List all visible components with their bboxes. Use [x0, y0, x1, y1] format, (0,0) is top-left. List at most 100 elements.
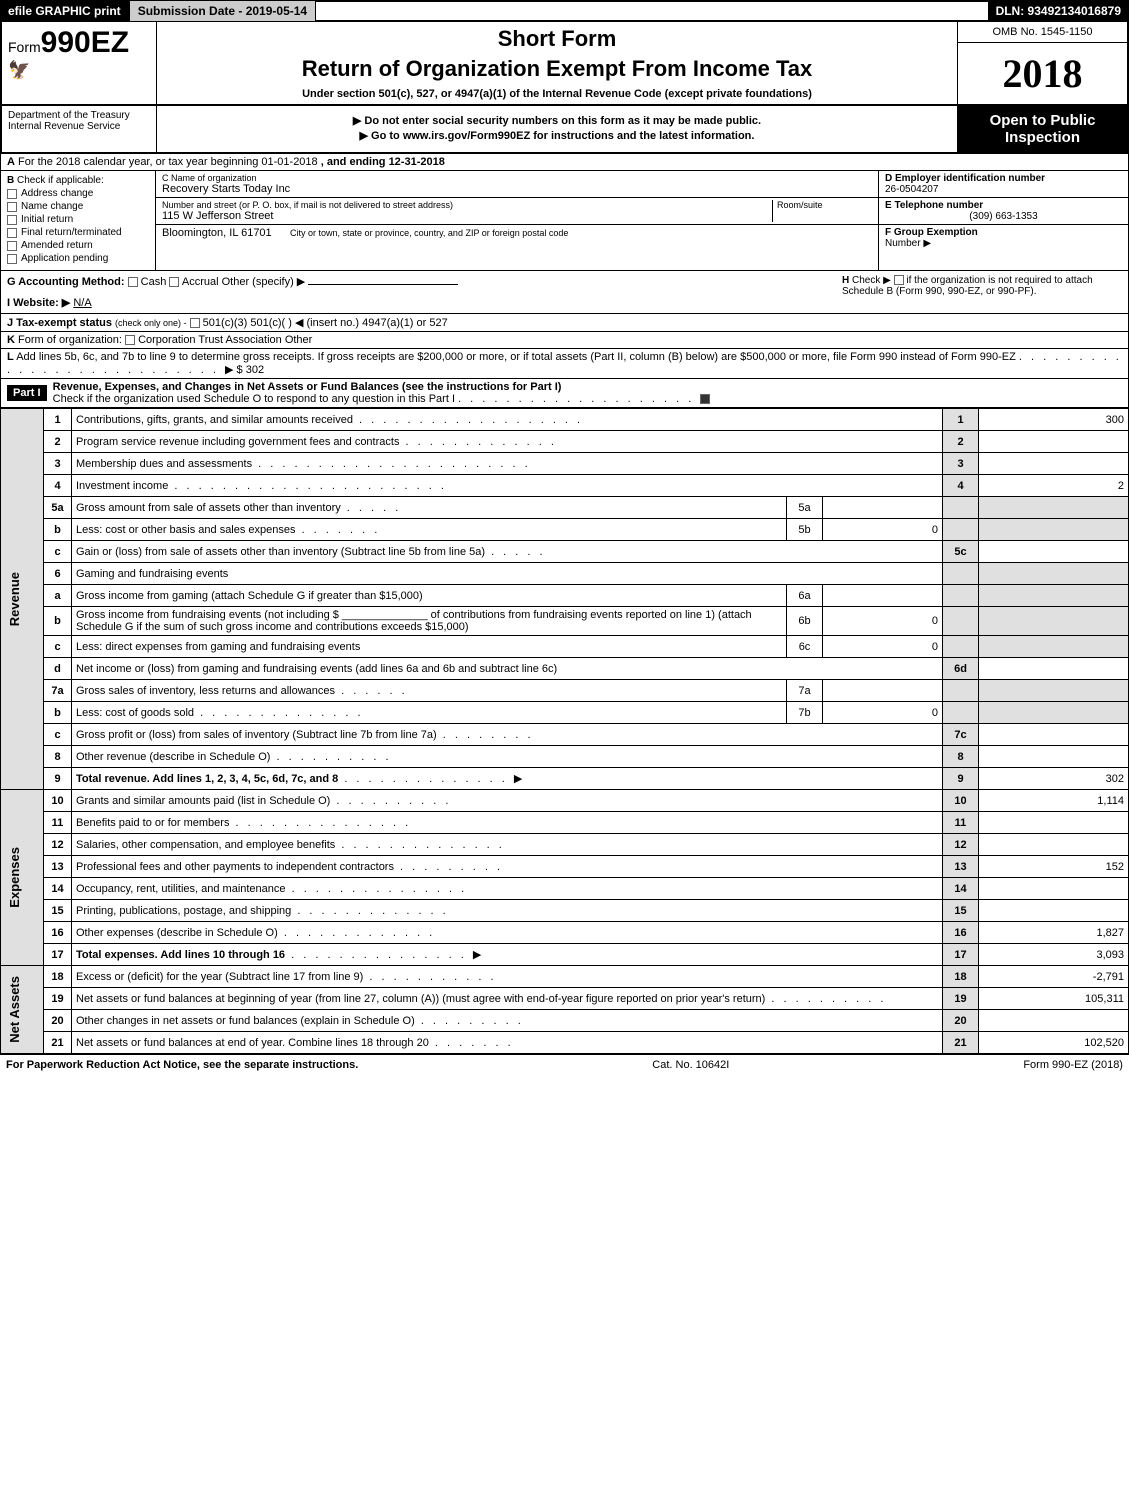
table-row: c Gross profit or (loss) from sales of i…: [1, 724, 1129, 746]
table-row: 15 Printing, publications, postage, and …: [1, 900, 1129, 922]
irs-label: Internal Revenue Service: [8, 121, 150, 132]
row-rnum-shade: [943, 585, 979, 607]
table-row: 9 Total revenue. Add lines 1, 2, 3, 4, 5…: [1, 768, 1129, 790]
row-rnum: 18: [943, 966, 979, 988]
f-label2: Number ▶: [885, 238, 1122, 249]
row-desc: Occupancy, rent, utilities, and maintena…: [72, 878, 943, 900]
table-row: 6 Gaming and fundraising events: [1, 563, 1129, 585]
box-b: B Check if applicable: Address change Na…: [1, 171, 156, 270]
ein-cell: D Employer identification number 26-0504…: [879, 171, 1128, 198]
header-row2: Department of the Treasury Internal Reve…: [0, 106, 1129, 154]
row-desc: Gaming and fundraising events: [72, 563, 943, 585]
table-row: 5a Gross amount from sale of assets othe…: [1, 497, 1129, 519]
sub-val: 0: [823, 702, 943, 724]
row-rnum: 13: [943, 856, 979, 878]
line-a-text: For the 2018 calendar year, or tax year …: [18, 156, 318, 168]
inspection-label: Inspection: [964, 129, 1121, 146]
row-rnum-shade: [943, 702, 979, 724]
footer-right: Form 990-EZ (2018): [1023, 1059, 1123, 1071]
org-name-row: C Name of organization Recovery Starts T…: [156, 171, 878, 198]
revenue-section: Revenue: [1, 409, 44, 790]
checkbox-icon[interactable]: [128, 277, 138, 287]
row-num: 21: [44, 1032, 72, 1054]
row-rnum: 14: [943, 878, 979, 900]
j-opts: 501(c)(3) 501(c)( ) ◀ (insert no.) 4947(…: [203, 317, 448, 329]
row-desc: Grants and similar amounts paid (list in…: [72, 790, 943, 812]
cb-label: Name change: [21, 201, 83, 212]
checkbox-icon[interactable]: [894, 275, 904, 285]
header-right: OMB No. 1545-1150 2018: [957, 22, 1127, 104]
table-row: b Gross income from fundraising events (…: [1, 607, 1129, 636]
row-desc: Contributions, gifts, grants, and simila…: [72, 409, 943, 431]
lines-table: Revenue 1 Contributions, gifts, grants, …: [0, 408, 1129, 1054]
line-a-prefix: A: [7, 156, 15, 168]
row-rval: [979, 900, 1129, 922]
row-num: 5a: [44, 497, 72, 519]
omb-number: OMB No. 1545-1150: [958, 22, 1127, 43]
table-row: 12 Salaries, other compensation, and emp…: [1, 834, 1129, 856]
checkbox-checked-icon[interactable]: [700, 394, 710, 404]
box-b-label: B: [7, 175, 14, 186]
table-row: 20 Other changes in net assets or fund b…: [1, 1010, 1129, 1032]
row-rnum: 1: [943, 409, 979, 431]
cb-address-change[interactable]: Address change: [7, 188, 149, 199]
cb-pending[interactable]: Application pending: [7, 253, 149, 264]
row-num: 12: [44, 834, 72, 856]
section-g-left: G Accounting Method: Cash Accrual Other …: [7, 275, 842, 309]
row-num: 20: [44, 1010, 72, 1032]
row-desc: Salaries, other compensation, and employ…: [72, 834, 943, 856]
j-text: (check only one) -: [115, 318, 187, 328]
sub-col: 5a: [787, 497, 823, 519]
addr-row: Number and street (or P. O. box, if mail…: [156, 198, 878, 225]
table-row: Expenses 10 Grants and similar amounts p…: [1, 790, 1129, 812]
line-l: L Add lines 5b, 6c, and 7b to line 9 to …: [0, 349, 1129, 379]
table-row: 16 Other expenses (describe in Schedule …: [1, 922, 1129, 944]
row-desc: Investment income . . . . . . . . . . . …: [72, 475, 943, 497]
row-desc: Other changes in net assets or fund bala…: [72, 1010, 943, 1032]
sub-col: 7a: [787, 680, 823, 702]
row-rnum: 11: [943, 812, 979, 834]
row-rval-shade: [979, 680, 1129, 702]
l-label: L: [7, 351, 14, 363]
phone-cell: E Telephone number (309) 663-1353: [879, 198, 1128, 225]
row-rval: [979, 1010, 1129, 1032]
row-rval: [979, 746, 1129, 768]
table-row: c Less: direct expenses from gaming and …: [1, 636, 1129, 658]
part1-header: Part I Revenue, Expenses, and Changes in…: [0, 379, 1129, 408]
room-label: Room/suite: [777, 200, 872, 210]
cb-name-change[interactable]: Name change: [7, 201, 149, 212]
tax-year: 2018: [958, 43, 1127, 104]
row-num: b: [44, 702, 72, 724]
row-num: a: [44, 585, 72, 607]
row-rval-shade: [979, 497, 1129, 519]
sub-val: 0: [823, 607, 943, 636]
row-rnum-shade: [943, 563, 979, 585]
cb-amended[interactable]: Amended return: [7, 240, 149, 251]
row-num: d: [44, 658, 72, 680]
row-rval: [979, 658, 1129, 680]
addr-label: Number and street (or P. O. box, if mail…: [162, 200, 772, 210]
cash-label: Cash: [141, 276, 167, 288]
row-num: c: [44, 724, 72, 746]
cb-label: Final return/terminated: [21, 227, 122, 238]
row-rval: [979, 812, 1129, 834]
c-label: C Name of organization: [162, 173, 872, 183]
cb-final-return[interactable]: Final return/terminated: [7, 227, 149, 238]
line-a-ending: , and ending 12-31-2018: [321, 156, 445, 168]
form-num: 990EZ: [41, 26, 129, 59]
checkbox-icon[interactable]: [190, 318, 200, 328]
addr-value: 115 W Jefferson Street: [162, 210, 772, 222]
row-rval: [979, 878, 1129, 900]
row-rval-shade: [979, 702, 1129, 724]
checkbox-icon[interactable]: [169, 277, 179, 287]
netassets-label: Net Assets: [5, 972, 24, 1047]
phone-value: (309) 663-1353: [885, 211, 1122, 222]
k-opts: Corporation Trust Association Other: [138, 334, 312, 346]
sub-col: 6b: [787, 607, 823, 636]
table-row: Revenue 1 Contributions, gifts, grants, …: [1, 409, 1129, 431]
checkbox-icon[interactable]: [125, 335, 135, 345]
cb-initial-return[interactable]: Initial return: [7, 214, 149, 225]
row-desc: Gain or (loss) from sale of assets other…: [72, 541, 943, 563]
row-desc: Net income or (loss) from gaming and fun…: [72, 658, 943, 680]
form-number: Form990EZ: [8, 26, 150, 60]
